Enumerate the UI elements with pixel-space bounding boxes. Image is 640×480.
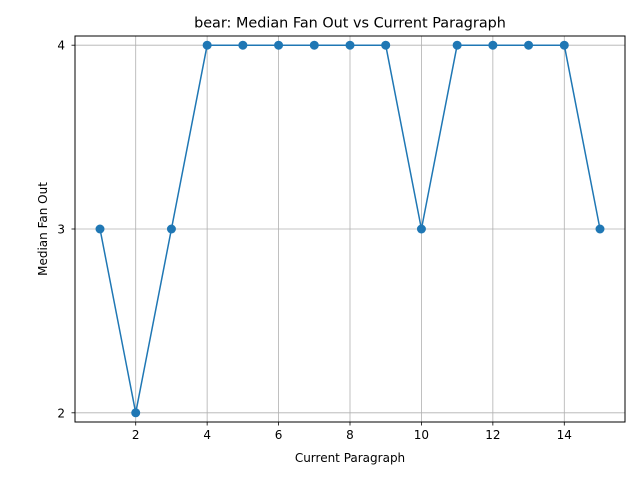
x-tick-label: 2 bbox=[132, 428, 140, 442]
y-axis: 2 3 4 bbox=[57, 39, 75, 420]
data-point bbox=[274, 40, 284, 50]
x-tick-label: 4 bbox=[203, 428, 211, 442]
data-point bbox=[559, 40, 569, 50]
data-point bbox=[524, 40, 534, 50]
y-axis-label: Median Fan Out bbox=[36, 182, 50, 276]
data-point bbox=[345, 40, 355, 50]
data-point bbox=[131, 408, 141, 418]
y-tick-label: 3 bbox=[57, 223, 65, 237]
data-point bbox=[166, 224, 176, 234]
chart-title: bear: Median Fan Out vs Current Paragrap… bbox=[194, 16, 506, 32]
x-axis-label: Current Paragraph bbox=[295, 451, 405, 465]
x-tick-label: 12 bbox=[485, 428, 500, 442]
data-point bbox=[381, 40, 391, 50]
x-tick-label: 10 bbox=[414, 428, 429, 442]
x-axis: 2 4 6 8 10 12 14 bbox=[132, 422, 572, 442]
data-point bbox=[95, 224, 105, 234]
data-point bbox=[488, 40, 498, 50]
y-tick-label: 4 bbox=[57, 39, 65, 53]
y-tick-label: 2 bbox=[57, 406, 65, 420]
x-tick-label: 14 bbox=[557, 428, 572, 442]
data-point bbox=[595, 224, 605, 234]
x-tick-label: 6 bbox=[275, 428, 283, 442]
data-point bbox=[309, 40, 319, 50]
data-point bbox=[238, 40, 248, 50]
data-point bbox=[416, 224, 426, 234]
series-line bbox=[95, 40, 605, 418]
data-point bbox=[202, 40, 212, 50]
data-point bbox=[452, 40, 462, 50]
x-tick-label: 8 bbox=[346, 428, 354, 442]
